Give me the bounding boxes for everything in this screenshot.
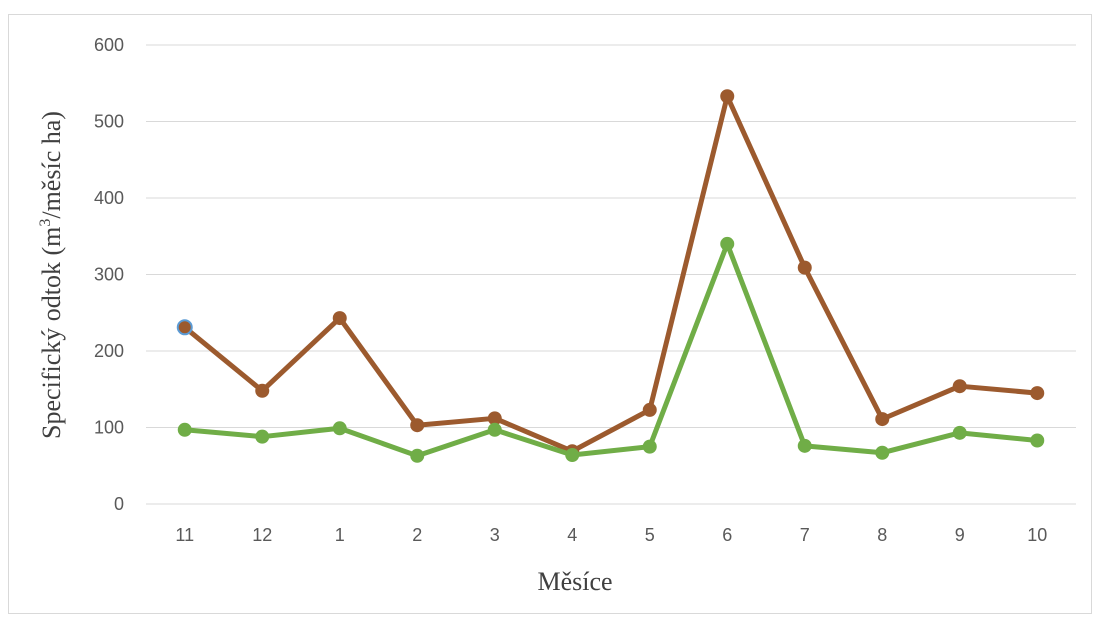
data-point <box>952 425 967 440</box>
y-tick-label: 600 <box>94 35 124 55</box>
y-tick-label: 500 <box>94 112 124 132</box>
data-point <box>797 260 812 275</box>
x-tick-label: 12 <box>252 525 272 545</box>
y-axis-ticks: 0 100 200 300 400 500 600 <box>94 35 124 514</box>
data-point <box>487 411 502 426</box>
y-axis-title-tail: /měsíc ha) <box>37 111 66 219</box>
x-tick-label: 6 <box>722 525 732 545</box>
data-point <box>255 429 270 444</box>
data-point <box>642 439 657 454</box>
data-point <box>720 236 735 251</box>
x-tick-label: 2 <box>412 525 422 545</box>
data-point <box>332 311 347 326</box>
data-point <box>255 383 270 398</box>
data-point <box>875 412 890 427</box>
x-tick-label: 8 <box>877 525 887 545</box>
data-point <box>410 418 425 433</box>
data-point <box>1030 433 1045 448</box>
y-tick-label: 400 <box>94 188 124 208</box>
series-2 <box>177 236 1045 463</box>
y-tick-label: 200 <box>94 341 124 361</box>
data-point <box>410 448 425 463</box>
data-point <box>177 422 192 437</box>
x-axis-ticks: 11 12 1 2 3 4 5 6 7 8 9 10 <box>175 525 1047 545</box>
y-tick-label: 0 <box>114 494 124 514</box>
x-tick-label: 3 <box>490 525 500 545</box>
series-lines <box>176 89 1045 463</box>
data-point <box>642 402 657 417</box>
data-point <box>797 438 812 453</box>
y-axis-title: Specifický odtok (m3/měsíc ha) <box>37 111 66 439</box>
y-tick-label: 100 <box>94 418 124 438</box>
x-tick-label: 7 <box>800 525 810 545</box>
data-point <box>952 379 967 394</box>
y-tick-label: 300 <box>94 265 124 285</box>
x-tick-label: 11 <box>175 525 194 545</box>
gridlines <box>146 44 1076 505</box>
data-point <box>1030 386 1045 401</box>
data-point <box>487 422 502 437</box>
series-line <box>182 93 1040 454</box>
series-1 <box>176 89 1045 459</box>
y-axis-title-superscript: 3 <box>37 219 54 227</box>
data-point <box>875 445 890 460</box>
x-axis-title: Měsíce <box>537 567 612 596</box>
data-point <box>176 319 193 336</box>
x-tick-label: 1 <box>335 525 345 545</box>
chart-frame <box>8 14 1092 614</box>
x-tick-label: 5 <box>645 525 655 545</box>
data-point <box>720 89 735 104</box>
data-point <box>565 448 580 463</box>
data-point <box>332 421 347 436</box>
x-tick-label: 10 <box>1027 525 1047 545</box>
x-tick-label: 9 <box>955 525 965 545</box>
series-line <box>182 241 1040 459</box>
x-tick-label: 4 <box>567 525 577 545</box>
y-axis-title-main: Specifický odtok (m <box>37 227 66 439</box>
